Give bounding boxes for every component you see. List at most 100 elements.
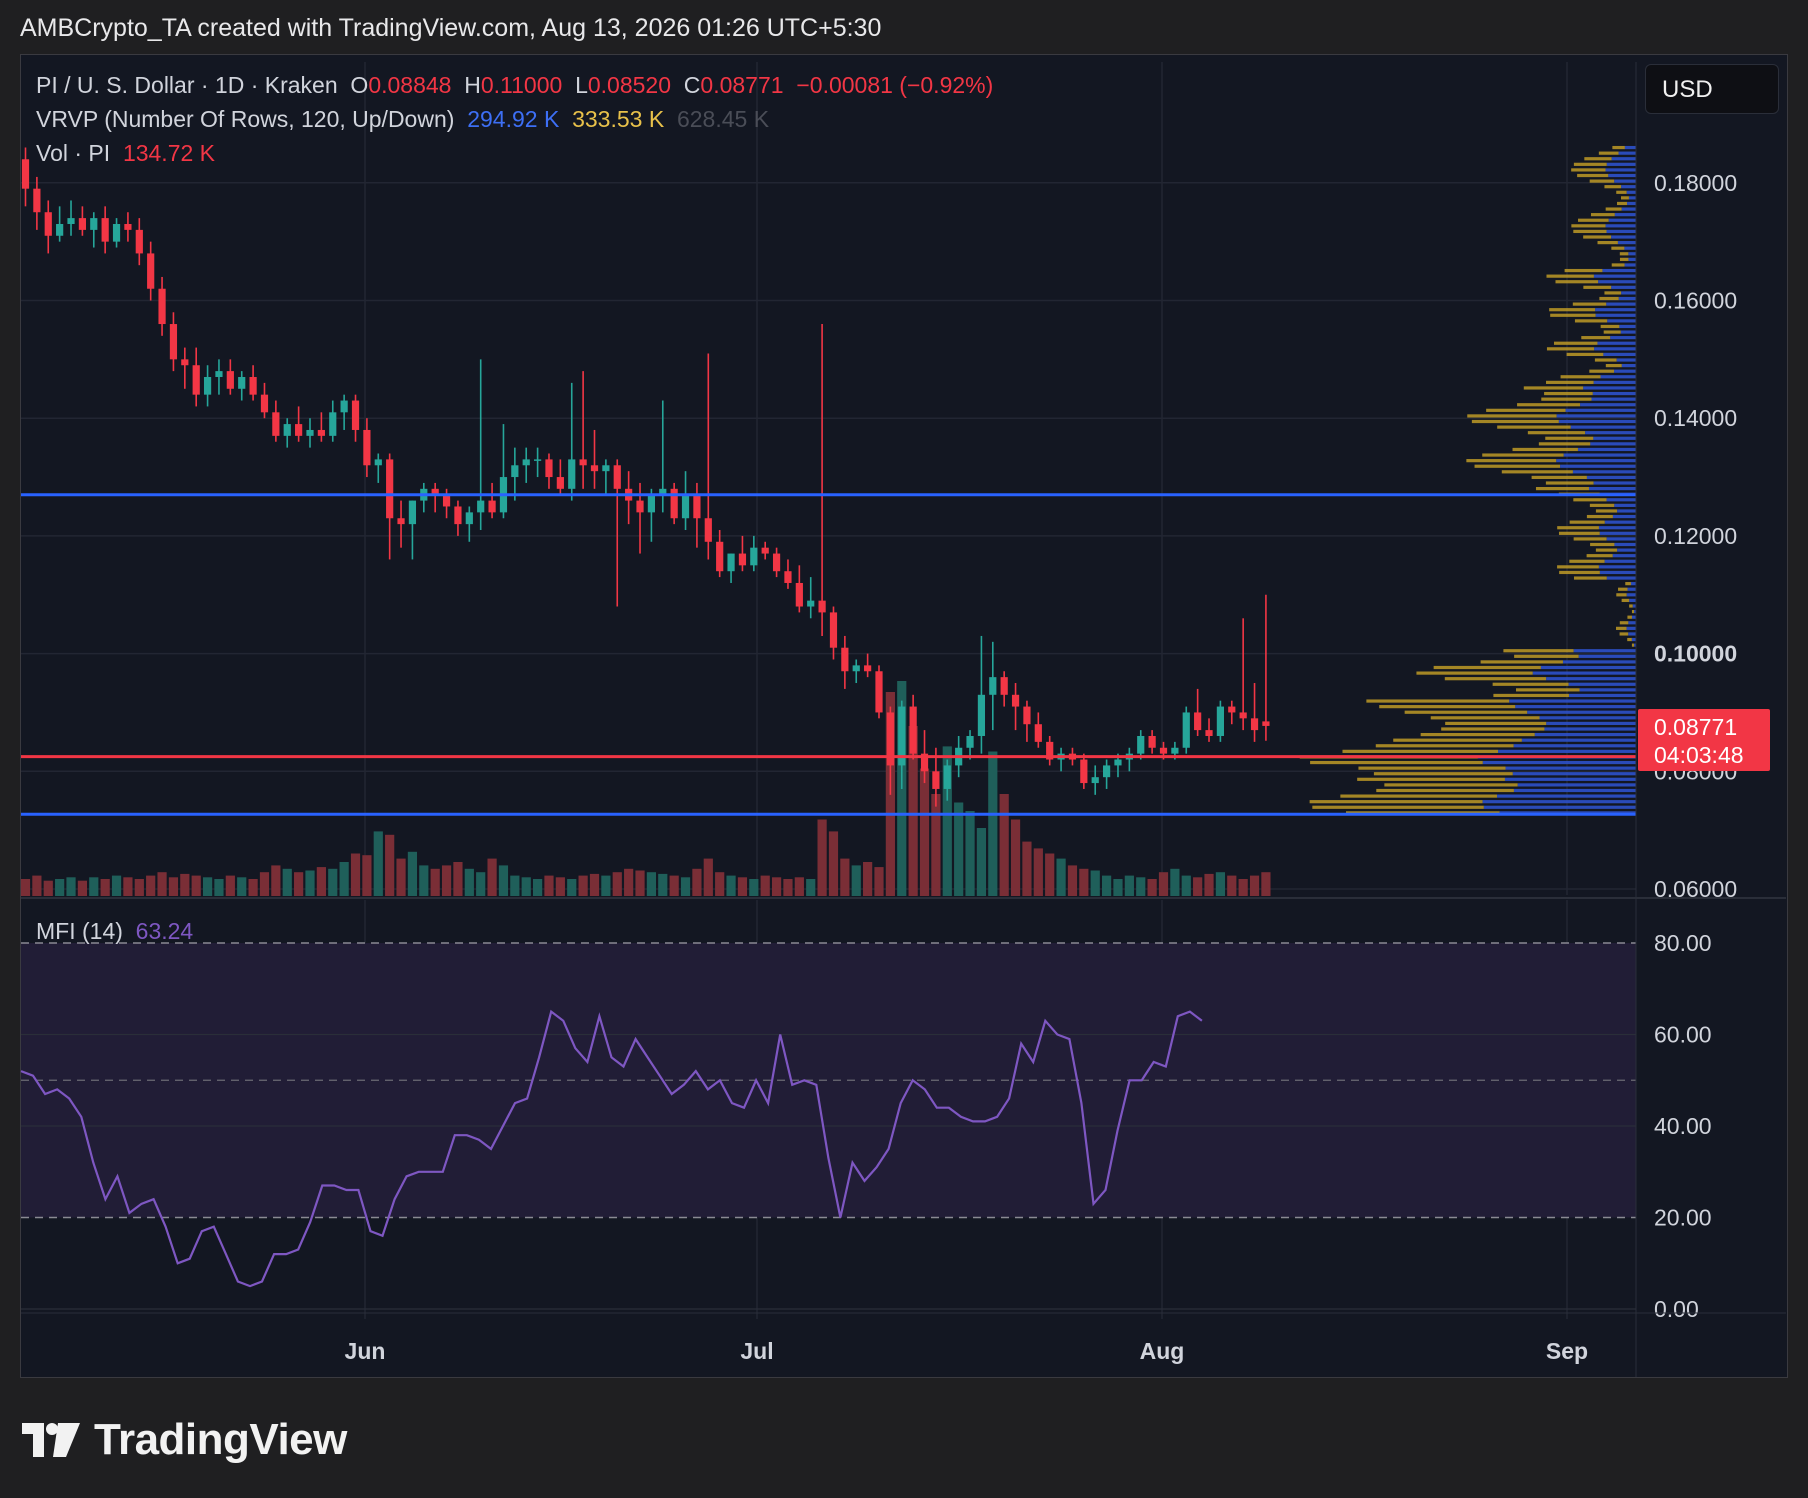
tradingview-logo[interactable]: TradingView bbox=[22, 1415, 347, 1465]
chart-canvas[interactable]: 0.180000.160000.140000.120000.100000.080… bbox=[0, 0, 1808, 1400]
volume-bar bbox=[635, 870, 645, 896]
candle-body bbox=[977, 694, 986, 736]
volume-bar bbox=[726, 875, 736, 896]
volume-profile-down-bar bbox=[1375, 744, 1514, 748]
volume-profile-down-bar bbox=[1586, 554, 1613, 558]
currency-button[interactable]: USD bbox=[1645, 64, 1779, 114]
candle-body bbox=[602, 465, 610, 472]
volume-bar bbox=[55, 879, 65, 896]
volume-profile-down-bar bbox=[1433, 665, 1541, 670]
volume-profile-down-bar bbox=[1577, 173, 1609, 178]
candle-body bbox=[90, 218, 98, 230]
volume-profile-down-bar bbox=[1514, 654, 1579, 658]
volume-profile-up-bar bbox=[1604, 559, 1636, 563]
volume-profile-up-bar bbox=[1630, 582, 1636, 586]
volume-profile-up-bar bbox=[1612, 554, 1636, 558]
candle-body bbox=[534, 459, 542, 461]
volume-label[interactable]: Vol · PI bbox=[36, 140, 111, 166]
volume-profile-down-bar bbox=[1581, 336, 1611, 340]
volume-bar bbox=[1170, 868, 1180, 896]
symbol-name[interactable]: PI / U. S. Dollar · 1D · Kraken bbox=[36, 72, 338, 98]
candle-body bbox=[1034, 724, 1042, 742]
volume-bar bbox=[817, 819, 827, 896]
volume-profile-down-bar bbox=[1605, 364, 1622, 368]
volume-profile-up-bar bbox=[1624, 145, 1636, 150]
vrvp-label[interactable]: VRVP (Number Of Rows, 120, Up/Down) bbox=[36, 106, 455, 132]
volume-profile-up-bar bbox=[1617, 241, 1636, 245]
volume-profile-down-bar bbox=[1573, 576, 1607, 580]
volume-profile-up-bar bbox=[1570, 425, 1636, 429]
candle-body bbox=[932, 771, 940, 789]
mfi-legend: MFI (14) 63.24 bbox=[36, 918, 193, 945]
candle-body bbox=[78, 218, 86, 230]
volume-profile-up-bar bbox=[1483, 805, 1636, 809]
volume-profile-up-bar bbox=[1627, 587, 1636, 591]
high-value: 0.11000 bbox=[480, 72, 563, 98]
volume-profile-up-bar bbox=[1539, 716, 1636, 720]
volume-profile-down-bar bbox=[1619, 621, 1629, 625]
volume-profile-up-bar bbox=[1565, 408, 1636, 412]
volume-bar bbox=[863, 862, 873, 896]
volume-profile-down-bar bbox=[1503, 649, 1574, 653]
volume-bar bbox=[965, 811, 975, 896]
volume-bar bbox=[373, 831, 383, 896]
volume-profile-up-bar bbox=[1611, 235, 1636, 239]
volume-legend: Vol · PI 134.72 K bbox=[36, 140, 215, 167]
volume-profile-up-bar bbox=[1614, 503, 1636, 507]
volume-bar bbox=[669, 875, 679, 896]
candle-body bbox=[1137, 735, 1145, 754]
mfi-tick-label: 0.00 bbox=[1654, 1296, 1699, 1322]
candle-body bbox=[716, 541, 724, 572]
candle-body bbox=[1011, 694, 1020, 707]
volume-profile-up-bar bbox=[1592, 391, 1636, 396]
volume-bar bbox=[1079, 868, 1089, 896]
volume-profile-up-bar bbox=[1578, 654, 1636, 658]
volume-profile-up-bar bbox=[1593, 436, 1636, 440]
brand-name: TradingView bbox=[94, 1415, 347, 1464]
volume-bar bbox=[100, 879, 110, 896]
volume-bar bbox=[1249, 875, 1260, 896]
volume-profile-up-bar bbox=[1606, 576, 1636, 580]
volume-profile-down-bar bbox=[1373, 772, 1513, 776]
candle-body bbox=[807, 600, 815, 607]
candle-body bbox=[272, 412, 280, 436]
volume-profile-up-bar bbox=[1517, 783, 1636, 787]
volume-profile-up-bar bbox=[1595, 313, 1636, 317]
volume-bar bbox=[328, 868, 338, 896]
volume-bar bbox=[703, 858, 713, 896]
candle-body bbox=[33, 188, 41, 213]
volume-profile-down-bar bbox=[1573, 229, 1607, 234]
mfi-label[interactable]: MFI (14) bbox=[36, 918, 123, 944]
volume-bar bbox=[715, 872, 725, 896]
candle-body bbox=[613, 465, 621, 489]
volume-profile-down-bar bbox=[1590, 542, 1615, 547]
volume-bar bbox=[783, 879, 793, 896]
volume-profile-down-bar bbox=[1497, 425, 1571, 429]
volume-bar bbox=[32, 875, 42, 896]
volume-profile-down-bar bbox=[1612, 145, 1625, 150]
volume-profile-up-bar bbox=[1498, 749, 1636, 753]
volume-profile-down-bar bbox=[1312, 805, 1484, 809]
volume-profile-up-bar bbox=[1505, 766, 1636, 770]
candle-body bbox=[704, 518, 712, 542]
volume-profile-down-bar bbox=[1549, 308, 1596, 312]
volume-profile-down-bar bbox=[1384, 783, 1518, 787]
close-label: C bbox=[683, 72, 701, 98]
volume-profile-down-bar bbox=[1599, 296, 1619, 301]
volume-profile-up-bar bbox=[1608, 218, 1636, 222]
candle-body bbox=[295, 424, 303, 436]
volume-profile-down-bar bbox=[1578, 218, 1609, 222]
candle-body bbox=[386, 459, 394, 519]
volume-bar bbox=[316, 867, 326, 896]
volume-profile-down-bar bbox=[1611, 263, 1625, 267]
volume-profile-down-bar bbox=[1600, 324, 1620, 329]
price-legend: PI / U. S. Dollar · 1D · Kraken O0.08848… bbox=[36, 72, 993, 99]
volume-profile-down-bar bbox=[1604, 185, 1622, 189]
volume-profile-down-bar bbox=[1625, 582, 1631, 586]
volume-profile-up-bar bbox=[1621, 364, 1636, 368]
volume-profile-down-bar bbox=[1554, 341, 1598, 345]
volume-bar bbox=[146, 875, 156, 896]
volume-profile-down-bar bbox=[1594, 358, 1617, 362]
attribution-text: AMBCrypto_TA created with TradingView.co… bbox=[20, 14, 882, 42]
volume-bar bbox=[942, 746, 952, 896]
